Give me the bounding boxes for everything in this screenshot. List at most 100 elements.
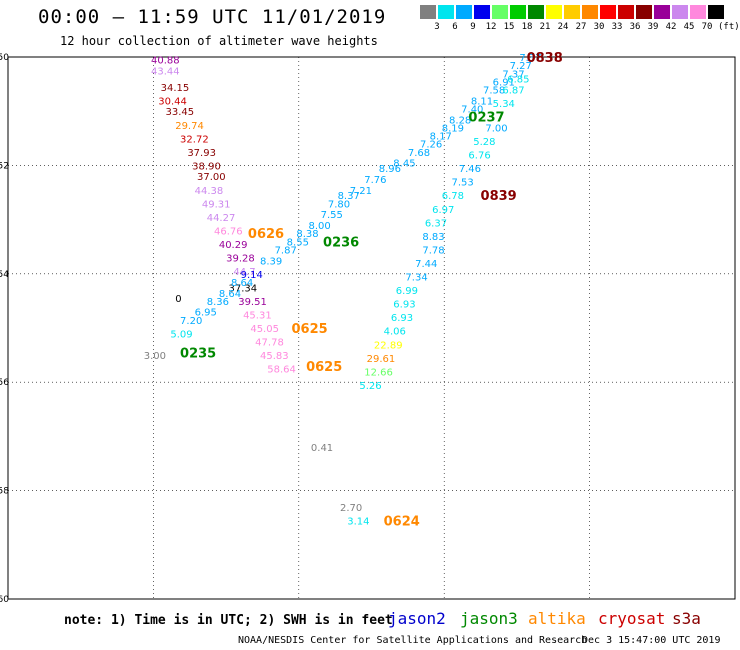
page-title: 00:00 – 11:59 UTC 11/01/2019 — [38, 6, 387, 28]
plot-frame — [7, 56, 736, 600]
scale-swatch — [492, 5, 508, 19]
scale-swatch — [654, 5, 670, 19]
swh-label: 7.58 — [483, 86, 505, 97]
satellite-legend-entry: jason3 — [460, 609, 518, 628]
swh-label: 8.37 — [338, 191, 360, 202]
swh-label: 6.99 — [396, 286, 418, 297]
pass-time-label: 0839 — [481, 189, 517, 204]
scale-swatch — [636, 5, 652, 19]
swh-label: 8.38 — [296, 229, 318, 240]
swh-label: 8.83 — [422, 232, 444, 243]
tick-labels: 03691215-50-52-54-56-58-60 — [0, 53, 9, 605]
swh-label: 44.38 — [195, 186, 224, 197]
y-tick-label: -50 — [0, 53, 9, 63]
swh-label: 40.29 — [219, 240, 248, 251]
y-tick-label: -54 — [0, 270, 9, 280]
satellite-legend-entry: altika — [528, 609, 586, 628]
swh-label: 8.00 — [308, 221, 330, 232]
scale-label: 27 — [575, 22, 587, 32]
scale-label: 30 — [593, 22, 605, 32]
scale-label: 39 — [647, 22, 659, 32]
swh-label: 3.14 — [347, 516, 369, 527]
swh-label: 8.19 — [442, 123, 464, 134]
note-text: note: 1) Time is in UTC; 2) SWH is in fe… — [64, 613, 393, 628]
swh-label: 8.55 — [287, 237, 309, 248]
pass-time-label: 0626 — [248, 227, 284, 242]
footer-credit: NOAA/NESDIS Center for Satellite Applica… — [238, 635, 588, 646]
swh-label: 6.93 — [391, 313, 413, 324]
swh-label: 7.76 — [364, 175, 386, 186]
swh-label: 30.44 — [158, 96, 187, 107]
swh-label: 8.64 — [219, 289, 241, 300]
swh-label: 22.89 — [374, 340, 403, 351]
scale-swatch — [672, 5, 688, 19]
scale-label: 24 — [557, 22, 569, 32]
axes — [7, 56, 736, 600]
scale-label: 42 — [665, 22, 677, 32]
swh-label: 7.80 — [328, 199, 350, 210]
scale-swatch — [528, 5, 544, 19]
swh-label: 6.87 — [502, 86, 524, 97]
swh-label: 43.44 — [151, 67, 180, 78]
swh-label: 33.45 — [166, 107, 195, 118]
swh-label: 37.00 — [197, 172, 226, 183]
scale-label: 18 — [521, 22, 533, 32]
swh-label: 8.45 — [393, 159, 415, 170]
swh-label: 39.28 — [226, 254, 255, 265]
swh-label: 6.76 — [468, 151, 490, 162]
swh-label: 34.15 — [161, 83, 190, 94]
swh-label: 3.00 — [144, 351, 166, 362]
swh-label: 6.91 — [493, 77, 515, 88]
satellite-legend-entry: cryosat — [598, 609, 666, 628]
scale-swatch — [690, 5, 706, 19]
swh-label: 44.27 — [207, 213, 236, 224]
scale-label: 6 — [452, 22, 458, 32]
y-tick-label: -58 — [0, 487, 9, 497]
swh-label: 7.44 — [415, 259, 437, 270]
swh-label: 0 — [175, 294, 181, 305]
swh-label: 7.00 — [485, 123, 507, 134]
scale-swatch — [510, 5, 526, 19]
satellite-legend-entry: s3a — [672, 609, 701, 628]
scale-label: 21 — [539, 22, 551, 32]
swh-label: 5.28 — [473, 137, 495, 148]
scale-label: 3 — [434, 22, 440, 32]
scale-swatch — [456, 5, 472, 19]
swh-label: 7.27 — [510, 61, 532, 72]
swh-label: 45.31 — [243, 310, 272, 321]
swh-label: 7.78 — [422, 245, 444, 256]
swh-label: 29.74 — [175, 121, 204, 132]
swh-label: 2.70 — [340, 503, 362, 514]
scale-label: 15 — [503, 22, 515, 32]
swh-label: 32.72 — [180, 134, 209, 145]
swh-label: 6.37 — [425, 218, 447, 229]
swh-label: 8.17 — [430, 132, 452, 143]
swh-label: 5.09 — [170, 329, 192, 340]
scale-label: 70 — [701, 22, 713, 32]
swh-label: 7.21 — [350, 186, 372, 197]
swh-label: 45.05 — [250, 324, 279, 335]
grid-lines — [8, 57, 735, 599]
swh-label: 45.83 — [260, 351, 289, 362]
swh-label: 47.78 — [255, 338, 284, 349]
swh-label: 9.14 — [241, 270, 263, 281]
satellite-legend-entry: jason2 — [388, 609, 446, 628]
swh-label: 0.41 — [311, 443, 333, 454]
swh-label: 8.39 — [260, 256, 282, 267]
scale-swatch — [438, 5, 454, 19]
swh-label: 7.87 — [275, 245, 297, 256]
swh-label: 37.93 — [187, 148, 216, 159]
swh-label: 58.64 — [267, 365, 296, 376]
pass-time-labels: 0838 0237 0839 0626 0236 0625 0625 0235 0624 — [180, 51, 563, 529]
scale-label: 36 — [629, 22, 641, 32]
pass-time-label: 0838 — [527, 51, 563, 66]
pass-time-label: 0624 — [384, 514, 420, 529]
pass-time-label: 0625 — [292, 322, 328, 337]
swh-label: 44.7 — [233, 267, 255, 278]
scale-swatch — [600, 5, 616, 19]
scale-label: 12 — [485, 22, 497, 32]
swh-label: 5.34 — [493, 99, 515, 110]
swh-label: 7.55 — [321, 210, 343, 221]
swh-label: 6.97 — [432, 205, 454, 216]
